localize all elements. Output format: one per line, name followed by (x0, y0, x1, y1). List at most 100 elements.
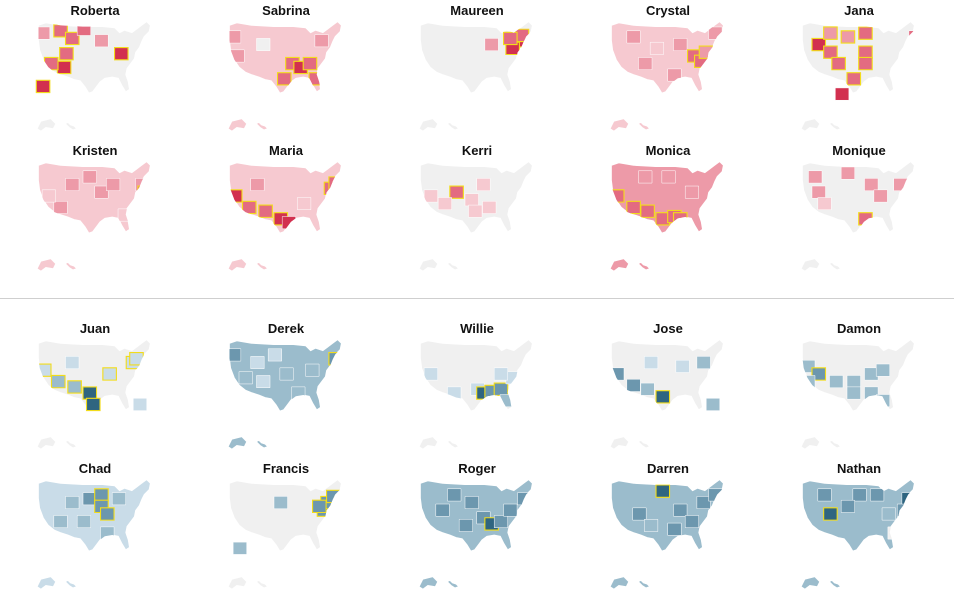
us-map (609, 479, 724, 590)
state-region (229, 348, 242, 362)
map-panel-kristen: Kristen (0, 140, 190, 280)
state-region (503, 503, 518, 517)
hawaii (446, 440, 460, 449)
state-region (840, 499, 855, 513)
alaska (227, 118, 248, 132)
state-region (273, 496, 288, 509)
map-title: Kristen (72, 143, 118, 158)
map-panel-jana: Jana (764, 0, 954, 140)
state-region (435, 503, 450, 517)
hawaii (64, 440, 78, 449)
highlighted-state (823, 507, 838, 521)
highlighted-state (56, 60, 72, 75)
state-region (640, 382, 655, 396)
highlighted-state (94, 488, 109, 502)
highlighted-state (241, 200, 257, 215)
state-region (808, 170, 823, 184)
state-region (649, 41, 664, 55)
state-region (76, 515, 91, 528)
state-region (305, 363, 320, 377)
alaska (418, 258, 439, 272)
state-region (811, 185, 826, 199)
us-map (800, 479, 915, 590)
highlighted-state (302, 56, 318, 71)
state-region (875, 363, 890, 377)
alaska (36, 576, 57, 590)
state-region (499, 394, 514, 408)
highlighted-state (328, 176, 342, 190)
state-region (896, 503, 911, 517)
alaska (800, 436, 821, 450)
highlighted-state (99, 507, 115, 521)
state-region (41, 189, 56, 203)
alaska (36, 436, 57, 450)
highlighted-state (82, 386, 98, 400)
hawaii (64, 580, 78, 589)
state-region (684, 515, 699, 528)
us-outline (611, 479, 724, 552)
state-region (100, 526, 115, 540)
alaska (418, 118, 439, 132)
alaska (800, 118, 821, 132)
state-region (111, 492, 126, 506)
highlighted-state (858, 212, 873, 226)
map-title: Francis (262, 461, 310, 476)
state-region (447, 488, 462, 502)
hawaii (64, 122, 78, 131)
highlighted-state (611, 189, 625, 203)
state-region (870, 488, 885, 502)
hawaii (637, 580, 651, 589)
highlighted-state (831, 56, 846, 71)
state-region (817, 488, 832, 502)
alaska (36, 118, 57, 132)
alaska (227, 258, 248, 272)
highlighted-state (35, 79, 51, 94)
us-map (36, 161, 151, 272)
map-panel-juan: Juan (0, 318, 190, 458)
state-region (256, 38, 271, 51)
highlighted-state (655, 484, 671, 498)
highlighted-state (640, 204, 655, 218)
map-title: Juan (79, 321, 111, 336)
highlighted-state (102, 367, 117, 381)
state-region (846, 375, 861, 388)
state-region (464, 496, 479, 509)
state-region (447, 386, 462, 400)
map-panel-sabrina: Sabrina (191, 0, 381, 140)
highlighted-state (655, 212, 671, 226)
highlighted-state (308, 72, 324, 86)
map-panel-damon: Damon (764, 318, 954, 458)
state-region (644, 356, 659, 369)
state-region (817, 197, 832, 210)
hawaii (446, 122, 460, 131)
map-title: Damon (836, 321, 882, 336)
highlighted-state (672, 212, 688, 226)
state-region (38, 26, 51, 40)
state-region (864, 178, 879, 191)
alaska (609, 118, 630, 132)
map-title: Kerri (461, 143, 493, 158)
highlighted-state (858, 56, 873, 71)
state-region (673, 38, 688, 51)
hawaii (828, 262, 842, 271)
state-region (673, 503, 688, 517)
map-panel-chad: Chad (0, 458, 190, 598)
us-map (227, 21, 342, 132)
hawaii (828, 440, 842, 449)
highlighted-state (493, 382, 509, 396)
map-title: Roger (458, 461, 496, 476)
us-map (800, 161, 915, 272)
us-map (609, 21, 724, 132)
state-region (106, 178, 121, 191)
state-region (708, 26, 723, 40)
state-region (65, 496, 80, 509)
map-title: Monique (832, 143, 886, 158)
highlighted-state (823, 26, 838, 40)
hawaii (255, 122, 269, 131)
hawaii (637, 262, 651, 271)
state-region (229, 30, 242, 44)
state-region (908, 30, 915, 44)
state-region (667, 522, 682, 536)
state-region (423, 367, 438, 381)
highlighted-state (311, 499, 327, 514)
